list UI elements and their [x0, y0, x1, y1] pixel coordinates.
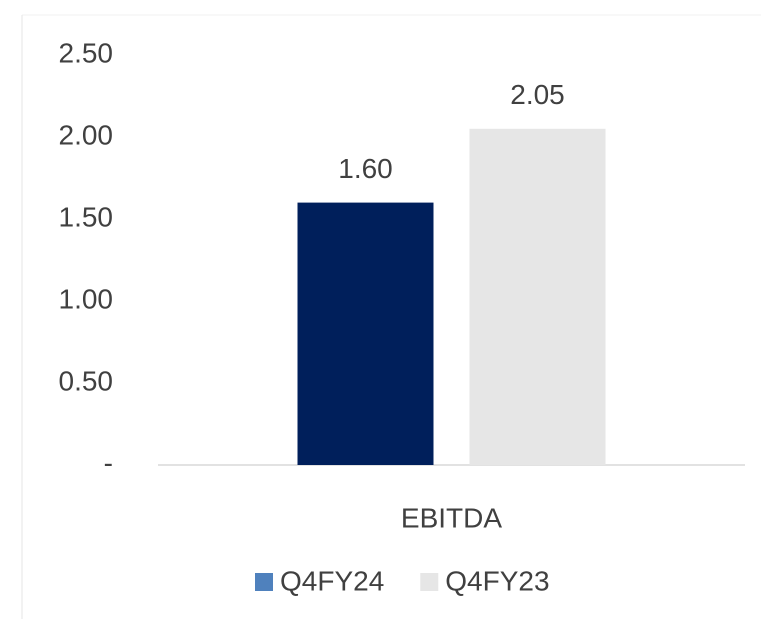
legend-label: Q4FY24	[280, 565, 384, 596]
legend-swatch	[255, 573, 273, 591]
y-tick-label: -	[104, 447, 113, 478]
y-tick-label: 2.50	[59, 37, 114, 68]
y-tick-label: 0.50	[59, 365, 114, 396]
bar	[469, 128, 606, 466]
y-tick-label: 1.50	[59, 201, 114, 232]
data-label: 1.60	[338, 153, 393, 184]
y-tick-label: 1.00	[59, 283, 114, 314]
legend-label: Q4FY23	[445, 565, 549, 596]
data-label: 2.05	[510, 79, 565, 110]
bar	[297, 202, 434, 465]
y-tick-label: 2.00	[59, 119, 114, 150]
x-tick-label: EBITDA	[401, 502, 502, 533]
legend-swatch	[420, 573, 439, 591]
